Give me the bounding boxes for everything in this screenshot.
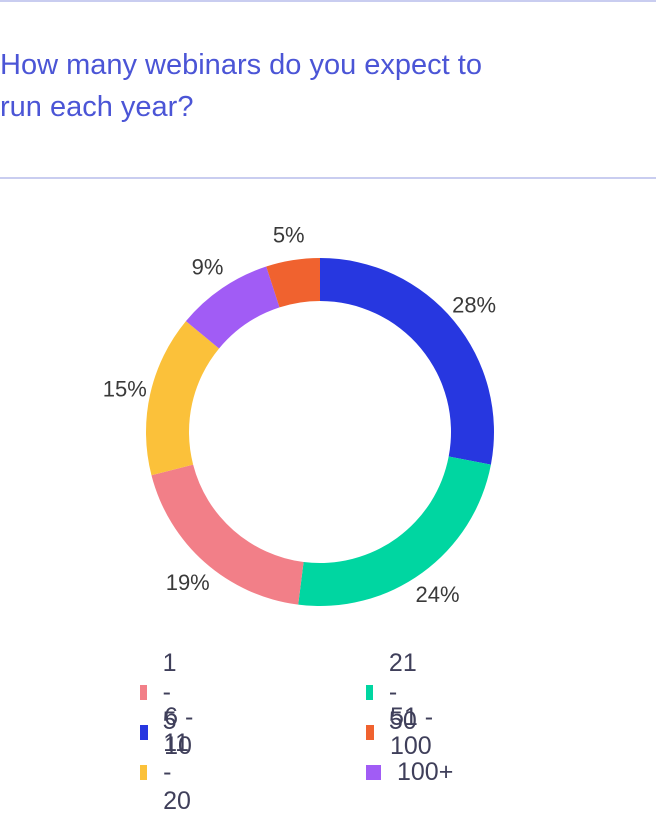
percent-label-6-10: 28% xyxy=(452,293,496,318)
title-divider xyxy=(0,177,656,179)
donut-chart: 28% 24% 19% 15% 9% 5% xyxy=(103,222,496,606)
legend-swatch xyxy=(366,684,373,700)
percent-label-21-50: 24% xyxy=(416,582,460,607)
donut-slices xyxy=(146,258,494,606)
slice-6-10 xyxy=(320,258,494,465)
legend-item-21-50: 21 - 50 xyxy=(366,649,425,735)
chart-title-line-2: run each year? xyxy=(0,91,194,123)
slice-11-20 xyxy=(146,321,220,476)
legend-label: 11 - 20 xyxy=(163,728,191,815)
legend-label: 51 - 100 xyxy=(389,703,434,760)
legend-swatch xyxy=(140,764,148,780)
slice-100 xyxy=(185,266,280,349)
legend-item-100: 100+ xyxy=(366,757,454,786)
legend-label: 21 - 50 xyxy=(388,648,417,735)
percent-label-100: 9% xyxy=(192,255,224,280)
legend-item-51-100: 51 - 100 xyxy=(366,703,439,760)
percent-label-11-20: 15% xyxy=(103,376,147,401)
legend-label: 6 - 10 xyxy=(164,703,194,760)
legend-item-6-10: 6 - 10 xyxy=(140,703,199,760)
slice-1-5 xyxy=(151,464,304,605)
legend-swatch xyxy=(366,724,374,740)
percent-label-51-100: 5% xyxy=(273,222,305,247)
percent-label-1-5: 19% xyxy=(166,570,210,595)
slice-21-50 xyxy=(298,456,491,606)
top-divider xyxy=(0,0,656,2)
chart-title-line-1: How many webinars do you expect to xyxy=(0,49,482,81)
chart-title: How many webinars do you expect to run e… xyxy=(0,44,600,128)
donut-percent-labels: 28% 24% 19% 15% 9% 5% xyxy=(103,222,496,606)
slice-51-100 xyxy=(266,258,320,308)
legend-item-11-20: 11 - 20 xyxy=(140,729,199,815)
legend-swatch xyxy=(140,724,149,740)
legend-swatch xyxy=(366,764,381,780)
legend-label: 100+ xyxy=(397,757,454,786)
legend-item-1-5: 1 - 5 xyxy=(140,649,185,735)
legend-label: 1 - 5 xyxy=(162,648,177,735)
legend-swatch xyxy=(140,684,147,700)
